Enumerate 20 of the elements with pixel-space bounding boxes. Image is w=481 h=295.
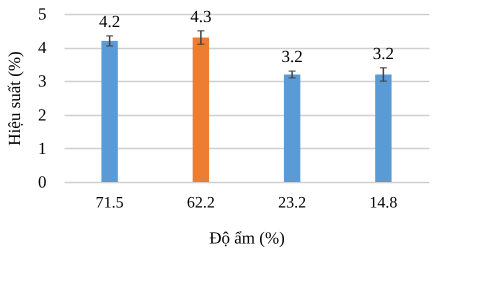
y-tick-label: 2 bbox=[38, 105, 46, 124]
data-label: 3.2 bbox=[372, 44, 394, 63]
x-tick-label: 14.8 bbox=[369, 194, 398, 212]
bar bbox=[375, 74, 392, 182]
x-axis-title: Độ ẩm (%) bbox=[209, 228, 285, 248]
bar bbox=[192, 38, 210, 182]
y-tick-label: 0 bbox=[38, 172, 46, 192]
x-tick-label: 62.2 bbox=[186, 194, 215, 212]
y-tick-label: 1 bbox=[38, 138, 46, 158]
bar bbox=[101, 40, 118, 182]
data-label: 4.3 bbox=[190, 6, 212, 26]
x-tick-label: 71.5 bbox=[96, 194, 124, 212]
bar bbox=[284, 74, 300, 182]
x-tick-label: 23.2 bbox=[278, 194, 306, 212]
y-tick-label: 5 bbox=[38, 4, 46, 24]
y-tick-label: 4 bbox=[38, 38, 47, 58]
y-axis-title: Hiệu suất (%) bbox=[5, 51, 24, 146]
data-label: 3.2 bbox=[282, 47, 303, 66]
data-label: 4.2 bbox=[99, 12, 120, 31]
y-tick-label: 3 bbox=[38, 72, 46, 91]
